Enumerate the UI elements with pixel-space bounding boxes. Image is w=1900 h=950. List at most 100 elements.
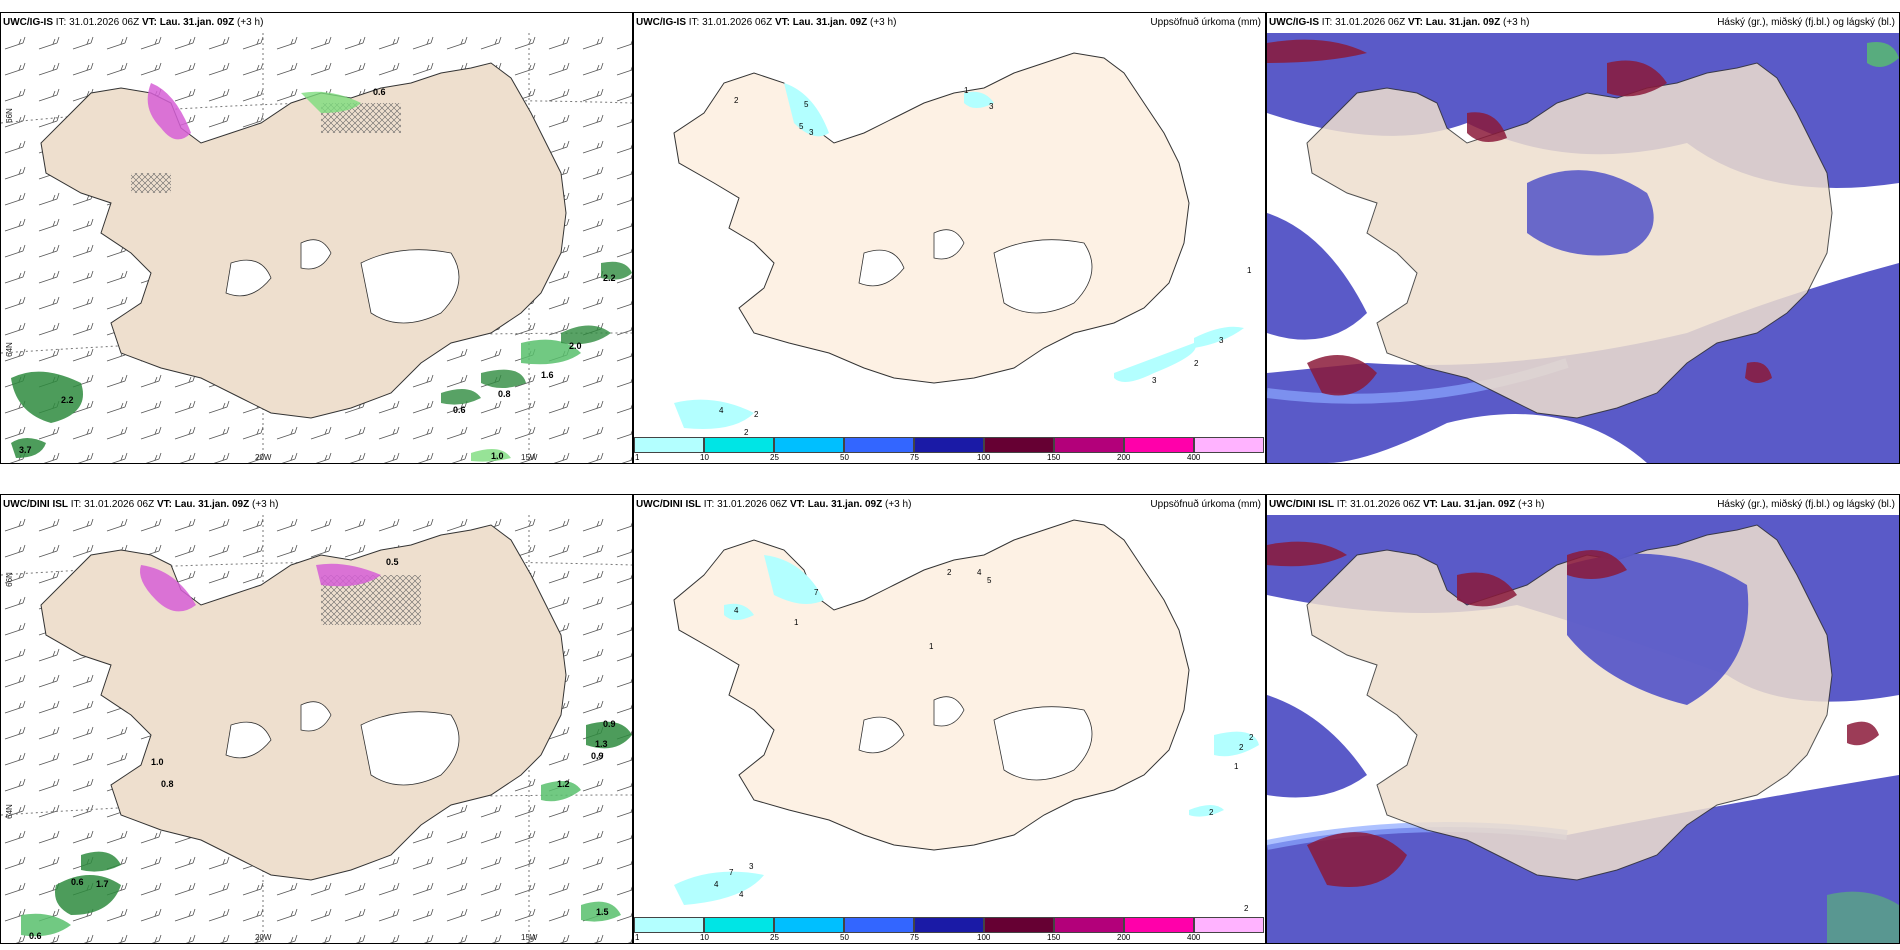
colorbar-cell [704,917,774,933]
lat-tick: 66N [4,572,14,587]
colorbar-cell [774,437,844,453]
colorbar-cell [1194,917,1264,933]
vt-label: VT: [789,499,805,510]
precip-value: 0.6 [71,877,84,887]
colorbar-cell [634,917,704,933]
colorbar-cell [704,437,774,453]
panel-header: UWC/IG-IS IT: 31.01.2026 06Z VT: Lau. 31… [634,13,1265,33]
precip-value: 2.2 [61,395,74,405]
panel-subtitle: Háský (gr.), miðský (fj.bl.) og lágský (… [1717,17,1895,28]
accum-value: 2 [734,96,739,105]
accum-value: 1 [964,86,969,95]
precip-value: 3.7 [19,445,32,455]
lead-time: (+3 h) [252,499,279,510]
colorbar-label: 400 [1187,453,1201,462]
precip-value: 1.0 [491,451,504,461]
lon-tick: 20W [255,933,272,942]
colorbar-label: 25 [770,453,779,462]
model-name: UWC/DINI ISL [636,499,701,510]
accum-value: 2 [1239,743,1244,752]
colorbar-label: 50 [840,933,849,942]
panel-header: UWC/DINI ISL IT: 31.01.2026 06Z VT: Lau.… [634,495,1265,515]
colorbar-label: 150 [1047,933,1061,942]
colorbar-cell [914,437,984,453]
accum-value: 1 [929,642,934,651]
colorbar-label: 200 [1117,933,1131,942]
valid-time: Lau. 31.jan. 09Z [792,17,868,28]
colorbar-label: 200 [1117,453,1131,462]
precip-value: 0.9 [591,751,604,761]
accum-value: 3 [809,128,814,137]
colorbar-cell [1194,437,1264,453]
precip-value: 1.6 [541,370,554,380]
panel-subtitle: Uppsöfnuð úrkoma (mm) [1150,17,1261,28]
panel-accum-precip-top: UWC/IG-IS IT: 31.01.2026 06Z VT: Lau. 31… [633,12,1266,464]
lead-time: (+3 h) [885,499,912,510]
precip-value: 0.6 [453,405,466,415]
iceland-landmass [673,519,1190,851]
panel-accum-precip-bottom: UWC/DINI ISL IT: 31.01.2026 06Z VT: Lau.… [633,494,1266,944]
accum-value: 5 [804,100,809,109]
model-name: UWC/DINI ISL [3,499,68,510]
cloud-cover-map [1267,33,1899,463]
accum-value: 1 [1234,762,1239,771]
valid-time: Lau. 31.jan. 09Z [1440,499,1516,510]
valid-time: Lau. 31.jan. 09Z [159,17,235,28]
lead-time: (+3 h) [237,17,264,28]
accum-value: 4 [714,880,719,889]
model-name: UWC/IG-IS [3,17,53,28]
precip-value: 0.9 [603,719,616,729]
lon-tick: 15W [521,453,538,462]
accum-value: 7 [814,588,819,597]
colorbar-label: 50 [840,453,849,462]
init-time: 31.01.2026 06Z [702,17,773,28]
accum-value: 4 [977,568,982,577]
accum-value: 3 [989,102,994,111]
iceland-landmass [40,62,567,419]
model-name: UWC/IG-IS [1269,17,1319,28]
panel-header: UWC/IG-IS IT: 31.01.2026 06Z VT: Lau. 31… [1267,13,1899,33]
lat-tick: 66N [4,108,14,123]
colorbar-cell [984,917,1054,933]
init-time: 31.01.2026 06Z [1335,17,1406,28]
precip-wind-map: 0.6 2.2 2.2 2.0 1.6 0.8 0.6 1.0 3.7 [1,33,632,463]
vt-label: VT: [1422,499,1438,510]
colorbar-cell [1054,437,1124,453]
colorbar-label: 150 [1047,453,1061,462]
panel-header: UWC/DINI ISL IT: 31.01.2026 06Z VT: Lau.… [1267,495,1899,515]
colorbar-cell [634,437,704,453]
precip-value: 0.5 [386,557,399,567]
cloud-cover-map [1267,515,1899,943]
init-time: 31.01.2026 06Z [69,17,140,28]
accum-value: 2 [947,568,952,577]
it-label: IT: [55,17,67,28]
panel-subtitle: Háský (gr.), miðský (fj.bl.) og lágský (… [1717,499,1895,510]
valid-time: Lau. 31.jan. 09Z [807,499,883,510]
panel-subtitle: Uppsöfnuð úrkoma (mm) [1150,499,1261,510]
panel-clouds-top: UWC/IG-IS IT: 31.01.2026 06Z VT: Lau. 31… [1266,12,1900,464]
colorbar-label: 10 [700,933,709,942]
colorbar-label: 400 [1187,933,1201,942]
vt-label: VT: [1407,17,1423,28]
init-time: 31.01.2026 06Z [717,499,788,510]
colorbar-label: 1 [635,933,640,942]
it-label: IT: [1336,499,1348,510]
accum-value: 5 [987,576,992,585]
vt-label: VT: [141,17,157,28]
precip-value: 0.6 [29,931,42,941]
colorbar-cell [984,437,1054,453]
accum-value: 2 [744,428,749,435]
accum-value: 4 [734,606,739,615]
lead-time: (+3 h) [1503,17,1530,28]
colorbar-cell [844,437,914,453]
vt-label: VT: [774,17,790,28]
colorbar-cell [1124,437,1194,453]
precip-value: 0.6 [373,87,386,97]
colorbar-label: 75 [910,453,919,462]
precip-value: 2.0 [569,341,582,351]
lat-tick: 64N [4,342,14,357]
colorbar-label: 100 [977,933,991,942]
accum-value: 2 [1209,808,1214,817]
accum-value: 3 [1219,336,1224,345]
accum-value: 2 [1194,359,1199,368]
